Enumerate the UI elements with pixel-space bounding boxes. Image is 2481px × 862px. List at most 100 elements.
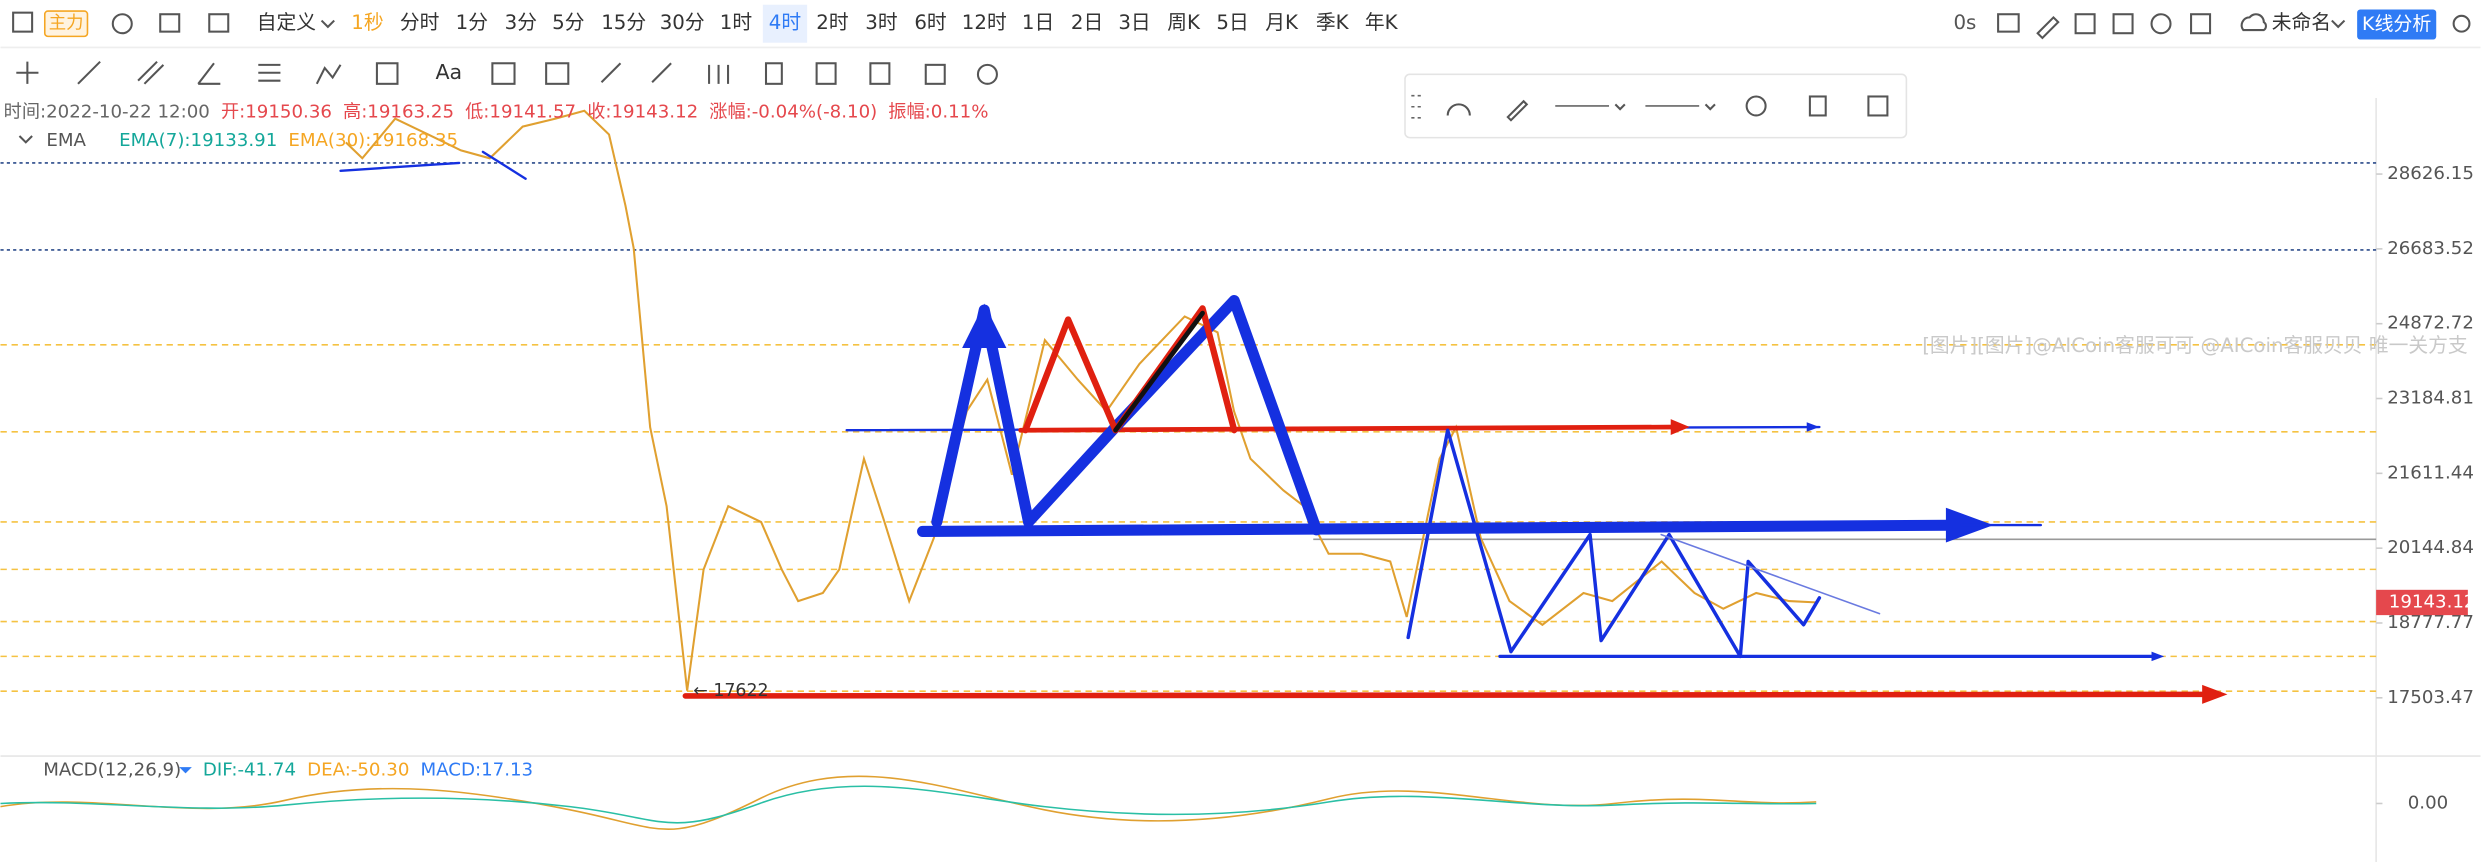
timeframe[interactable]: 季K xyxy=(1316,11,1350,34)
tool-ruler[interactable] xyxy=(600,62,622,83)
drawing-tools: Aa xyxy=(16,60,998,85)
trend-line xyxy=(1660,533,1881,615)
icon-pen[interactable] xyxy=(2036,15,2060,40)
legend-indicator: EMA xyxy=(46,130,86,151)
active-bg xyxy=(762,4,808,43)
item: DEA:-50.30 xyxy=(307,759,409,780)
tool-lock[interactable] xyxy=(764,62,783,85)
edit-toolbar xyxy=(1404,73,1908,139)
tool-delete[interactable] xyxy=(924,63,946,85)
main-button[interactable] xyxy=(43,10,89,38)
timeframe[interactable]: 1秒 xyxy=(351,11,383,34)
analysis-button[interactable] xyxy=(2357,9,2437,40)
edit-settings[interactable] xyxy=(1745,95,1767,117)
timeframe[interactable]: 5日 xyxy=(1216,11,1248,34)
timeframe[interactable]: 周K xyxy=(1167,11,1201,34)
tool-bars[interactable] xyxy=(708,64,730,84)
price-line xyxy=(345,109,1818,691)
info-bar: 时间:2022-10-22 12:00 开:19150.36 高:19163.25 低… xyxy=(4,101,989,122)
timeframe[interactable]: 3日 xyxy=(1118,11,1150,34)
y-tick-label: 18777.77 xyxy=(2387,612,2474,633)
item: 低:19141.57 xyxy=(465,101,576,122)
y-tick-label: 23184.81 xyxy=(2387,388,2474,409)
tool-marker[interactable] xyxy=(491,62,516,85)
icon-chart[interactable] xyxy=(12,11,34,33)
item: 开:19150.36 xyxy=(221,101,332,122)
timeframe[interactable]: 2日 xyxy=(1071,11,1103,34)
timeframe[interactable]: 年K xyxy=(1365,11,1399,34)
arrowhead xyxy=(2202,684,2228,704)
icon-settings-box[interactable] xyxy=(2112,13,2134,35)
edit-lock[interactable] xyxy=(1808,95,1827,117)
tool-fib[interactable] xyxy=(258,63,281,82)
timeframe[interactable]: 2时 xyxy=(816,11,848,34)
timeframe[interactable]: 4时 xyxy=(769,11,801,34)
collapse-caret[interactable] xyxy=(18,135,33,144)
tool-pattern[interactable] xyxy=(315,64,342,85)
timeframe[interactable]: 1时 xyxy=(720,11,752,34)
item: EMA(30):19168.35 xyxy=(288,130,458,151)
macd-legend: DIF:-41.74 DEA:-50.30 MACD:17.13 xyxy=(203,759,533,780)
timeframe[interactable]: 3分 xyxy=(505,11,537,34)
macd-curve xyxy=(0,785,1817,824)
y-tick-label: 28626.15 xyxy=(2387,163,2474,184)
custom-menu[interactable]: 自定义 xyxy=(257,11,316,34)
icon-layout[interactable] xyxy=(208,13,230,33)
y-tick-label: 17503.47 xyxy=(2387,687,2474,708)
analysis-label: K线分析 xyxy=(2362,13,2431,35)
icon-camera[interactable] xyxy=(1997,13,2020,33)
timeframe[interactable]: 月K xyxy=(1265,11,1299,34)
tool-marker2[interactable] xyxy=(545,62,570,85)
latency: 0s xyxy=(1953,11,1976,34)
drawn-zigzag xyxy=(1406,428,1822,659)
tool-note[interactable] xyxy=(869,62,891,85)
icon-flash[interactable] xyxy=(111,13,133,35)
icon-share[interactable] xyxy=(2452,14,2471,33)
icon-fullscreen[interactable] xyxy=(2190,13,2212,35)
user-drawings xyxy=(339,150,2228,704)
macd-title: MACD(12,26,9) xyxy=(43,759,181,780)
icon-caret xyxy=(320,19,335,29)
watermark: [图片][图片]@AICoin客服可可 @AICoin客服贝贝 唯一关方支 xyxy=(1922,334,2468,357)
macd-caret[interactable] xyxy=(179,767,192,774)
arrowhead xyxy=(1670,419,1690,435)
tool-text[interactable]: Aa xyxy=(435,60,462,84)
icon-export[interactable] xyxy=(2074,13,2096,35)
tool-line[interactable] xyxy=(77,60,101,85)
icon-calendar[interactable] xyxy=(159,13,181,33)
tool-angle[interactable] xyxy=(197,62,221,85)
edit-color[interactable] xyxy=(1506,99,1529,122)
layout-name[interactable]: 未命名 xyxy=(2272,11,2331,34)
item: 高:19163.25 xyxy=(343,101,454,122)
tool-channel[interactable] xyxy=(137,60,165,85)
edit-template[interactable] xyxy=(1446,103,1471,116)
tool-measure[interactable] xyxy=(375,62,399,85)
tool-crosshair[interactable] xyxy=(16,61,39,84)
timeframe[interactable]: 1日 xyxy=(1022,11,1054,34)
price-tag-label: 19143.12 xyxy=(2389,591,2476,612)
drawn-line xyxy=(1113,310,1205,433)
timeframe[interactable]: 30分 xyxy=(660,11,705,34)
edit-delete[interactable] xyxy=(1867,95,1889,117)
timeframe[interactable]: 5分 xyxy=(552,11,584,34)
y-tick-label: 26683.52 xyxy=(2387,238,2474,259)
tool-copy[interactable] xyxy=(815,62,837,85)
arrowhead xyxy=(2151,651,2165,662)
timeframe[interactable]: 1分 xyxy=(456,11,488,34)
timeframe[interactable]: 分时 xyxy=(400,11,440,34)
tool-magnet[interactable] xyxy=(976,63,998,85)
item: EMA(7):19133.91 xyxy=(119,130,277,151)
icon-cloud[interactable] xyxy=(2240,13,2267,32)
main-label: 主力 xyxy=(49,14,84,34)
tool-brush[interactable] xyxy=(651,62,672,83)
drag-handle[interactable] xyxy=(1411,94,1421,119)
timeframe[interactable]: 6时 xyxy=(914,11,946,34)
trend-line xyxy=(481,150,527,180)
item: 涨幅:-0.04%(-8.10) xyxy=(709,101,877,122)
icon-gear[interactable] xyxy=(2150,13,2172,35)
timeframe[interactable]: 3时 xyxy=(865,11,897,34)
timeframe[interactable]: 15分 xyxy=(601,11,646,34)
timeframe[interactable]: 12时 xyxy=(962,11,1007,34)
low-annotation: ← 17622 xyxy=(693,681,768,701)
